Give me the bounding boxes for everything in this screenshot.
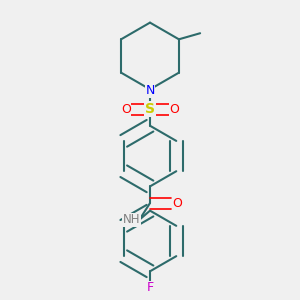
Text: NH: NH (123, 213, 141, 226)
Text: S: S (145, 102, 155, 116)
Text: O: O (169, 103, 179, 116)
Text: N: N (145, 84, 155, 98)
Text: F: F (146, 281, 154, 295)
Text: O: O (121, 103, 131, 116)
Text: O: O (172, 196, 182, 210)
